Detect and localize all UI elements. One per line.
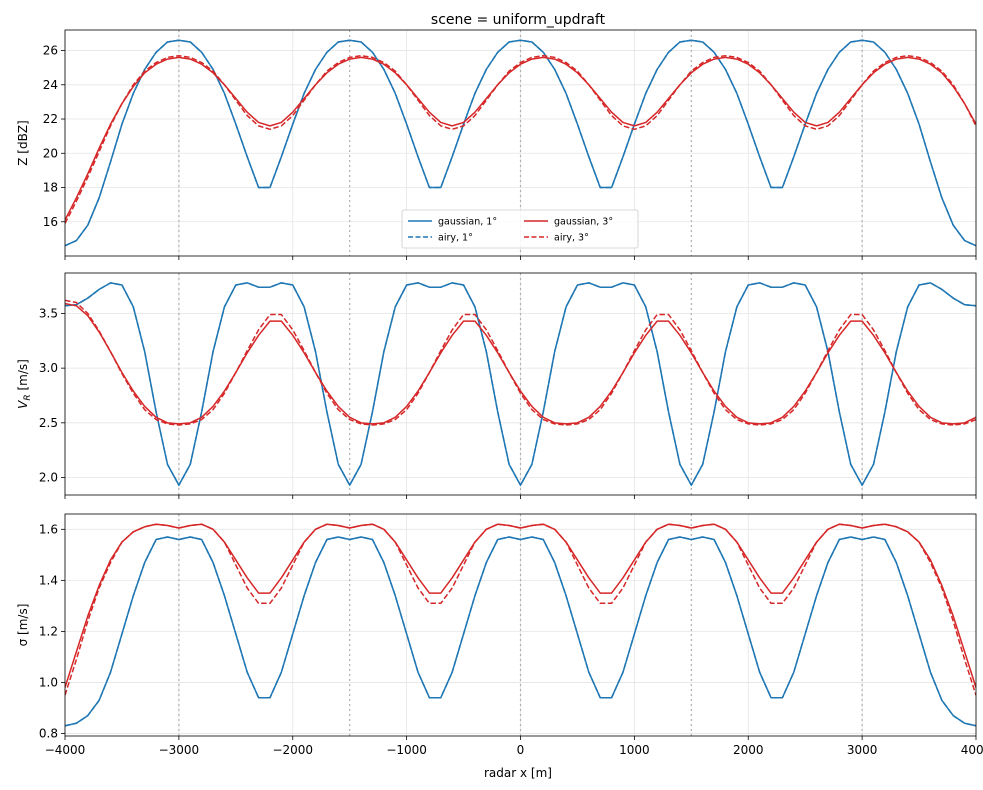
y-tick-label: 2.0 xyxy=(39,471,58,485)
legend-box xyxy=(401,209,639,249)
y-tick-label: 24 xyxy=(43,78,58,92)
x-tick-label: −3000 xyxy=(159,743,200,757)
legend-label-3: gaussian, 3° xyxy=(554,217,613,228)
panel-2: 2.0 2.5 3.0 3.5 VR [m/s] xyxy=(16,272,977,499)
y-tick-label: 1.2 xyxy=(39,624,58,638)
chart-title: scene = uniform_updraft xyxy=(431,12,606,28)
y-tick-label: 3.0 xyxy=(39,361,58,375)
y-tick-label: 0.8 xyxy=(39,726,58,740)
x-axis-label: radar x [m] xyxy=(484,766,552,780)
y-tick-label: 20 xyxy=(43,146,58,160)
y-tick-label: 18 xyxy=(43,181,58,195)
x-tick-label: 1000 xyxy=(619,743,650,757)
x-tick-label: 4000 xyxy=(961,743,983,757)
x-tick-label: 3000 xyxy=(847,743,878,757)
legend-label-1: gaussian, 1° xyxy=(438,217,497,228)
y-tick-label: 1.6 xyxy=(39,522,58,536)
series-group xyxy=(65,523,976,727)
series-line-4 xyxy=(65,54,976,224)
y-tick-label: 1.0 xyxy=(39,675,58,689)
y-tick-label: 1.4 xyxy=(39,573,58,587)
legend-label-4: airy, 3° xyxy=(554,233,589,244)
y-tick-label: 16 xyxy=(43,215,58,229)
series-line-4 xyxy=(65,299,976,426)
y-axis-label: σ [m/s] xyxy=(16,604,30,647)
x-tick-label: 2000 xyxy=(733,743,764,757)
x-tick-label: −1000 xyxy=(386,743,427,757)
y-tick-label: 3.5 xyxy=(39,306,58,320)
y-tick-label: 26 xyxy=(43,44,58,58)
x-tick-label: 0 xyxy=(517,743,525,757)
series-group xyxy=(65,39,976,247)
y-axis-label: Z [dBZ] xyxy=(16,120,30,165)
x-tick-label: −2000 xyxy=(272,743,313,757)
panel-3: 0.8 1.0 1.2 1.4 1.6 −4000 −3000 −2000 −1000 0 1000… xyxy=(16,513,983,757)
panels: 16 18 20 22 24 26 Z [dBZ] 2.0 2.5 3.0 3.5 VR [m/s] 0… xyxy=(16,29,983,757)
legend-label-2: airy, 1° xyxy=(438,233,473,244)
y-axis-label: VR [m/s] xyxy=(16,359,33,409)
series-group xyxy=(65,282,976,486)
series-line-4 xyxy=(65,523,976,696)
series-line-2 xyxy=(65,282,976,486)
x-tick-label: −4000 xyxy=(45,743,86,757)
y-tick-label: 2.5 xyxy=(39,416,58,430)
series-line-3 xyxy=(65,56,976,221)
y-tick-label: 22 xyxy=(43,112,58,126)
legend: gaussian, 1° airy, 1° gaussian, 3° airy, 3° xyxy=(401,209,639,249)
series-line-2 xyxy=(65,536,976,727)
